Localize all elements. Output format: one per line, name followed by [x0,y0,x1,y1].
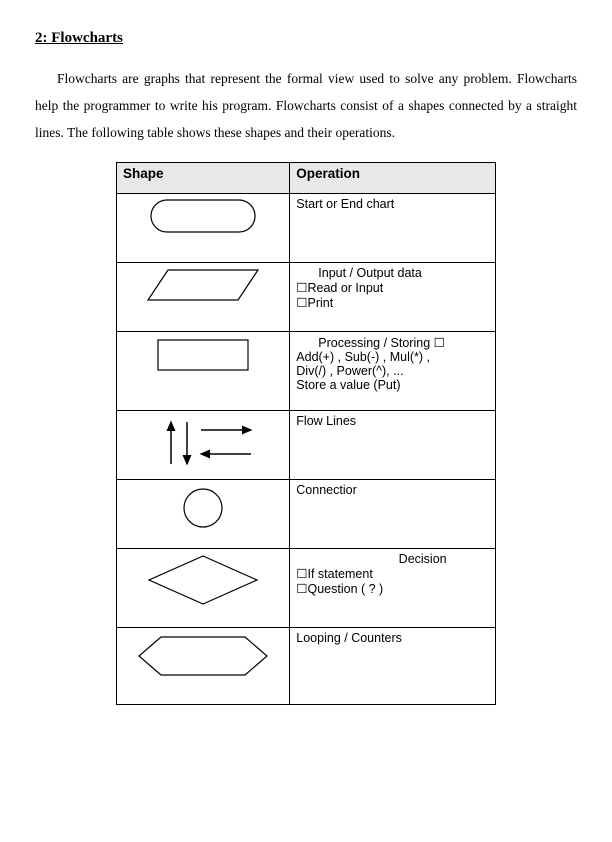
op-text: Connectior [296,483,356,497]
shape-diamond [117,549,290,628]
op-text: Flow Lines [296,414,356,428]
circle-icon [178,483,228,533]
shape-hexagon [117,628,290,705]
shapes-table: Shape Operation Start or End chart Input… [116,162,496,705]
op-cell: Decision ☐If statement ☐Question ( ? ) [290,549,496,628]
op-cell: Flow Lines [290,411,496,480]
op-text: ☐Print [296,296,333,310]
op-text: ☐Read or Input [296,281,383,295]
op-text: ☐Question ( ? ) [296,582,383,596]
table-header-row: Shape Operation [117,163,496,194]
op-cell: Input / Output data ☐Read or Input ☐Prin… [290,263,496,332]
table-row: Flow Lines [117,411,496,480]
terminator-icon [148,197,258,235]
table-row: Connectior [117,480,496,549]
hexagon-icon [133,631,273,681]
op-text: Store a value (Put) [296,378,400,392]
parallelogram-icon [143,266,263,304]
shape-circle [117,480,290,549]
shape-terminator [117,194,290,263]
op-cell: Looping / Counters [290,628,496,705]
table-row: Decision ☐If statement ☐Question ( ? ) [117,549,496,628]
diamond-icon [143,552,263,608]
op-text: Add(+) , Sub(-) , Mul(*) , [296,350,430,364]
op-text: Div(/) , Power(^), ... [296,364,403,378]
table-row: Processing / Storing ☐ Add(+) , Sub(-) ,… [117,332,496,411]
op-center: Decision [296,552,489,566]
op-cell: Start or End chart [290,194,496,263]
op-text: Looping / Counters [296,631,402,645]
op-text: Start or End chart [296,197,394,211]
op-text: ☐If statement [296,567,373,581]
op-center: Processing / Storing ☐ [296,335,489,350]
op-center: Input / Output data [296,266,489,280]
table-row: Start or End chart [117,194,496,263]
op-cell: Processing / Storing ☐ Add(+) , Sub(-) ,… [290,332,496,411]
table-row: Looping / Counters [117,628,496,705]
header-operation: Operation [290,163,496,194]
rectangle-icon [153,335,253,375]
section-title: 2: Flowcharts [35,30,577,47]
intro-paragraph: Flowcharts are graphs that represent the… [35,65,577,146]
arrows-icon [143,414,263,470]
shape-parallelogram [117,263,290,332]
shape-rectangle [117,332,290,411]
table-row: Input / Output data ☐Read or Input ☐Prin… [117,263,496,332]
op-cell: Connectior [290,480,496,549]
shape-arrows [117,411,290,480]
header-shape: Shape [117,163,290,194]
